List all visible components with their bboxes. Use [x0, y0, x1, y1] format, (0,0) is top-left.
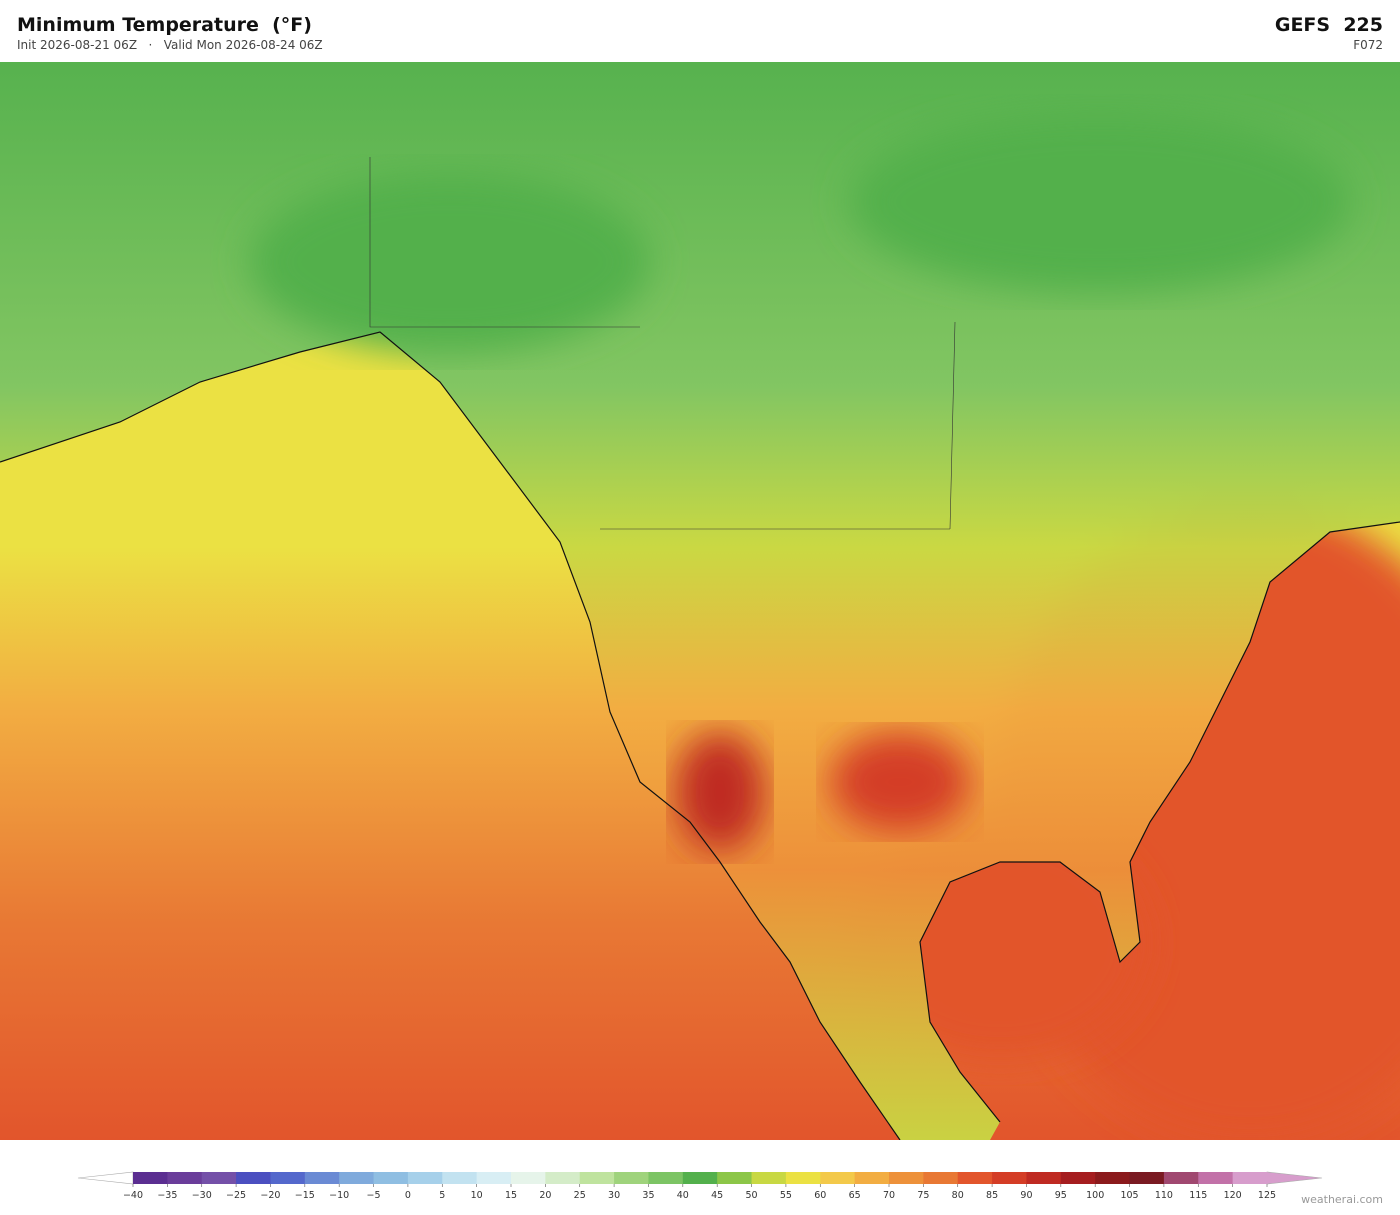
warm-spot [830, 732, 970, 832]
colorbar-tick-label: 10 [471, 1190, 483, 1201]
colorbar-tick-label: 100 [1086, 1190, 1104, 1201]
map-title: Minimum Temperature (°F) [17, 14, 312, 36]
colorbar-tick-label: 20 [539, 1190, 551, 1201]
colorbar-bin [1232, 1172, 1268, 1184]
colorbar-bin [1198, 1172, 1234, 1184]
colorbar-tick-label: 120 [1224, 1190, 1242, 1201]
coastline [919, 521, 1400, 1123]
colorbar-under [77, 1171, 134, 1185]
colorbar-bin [992, 1172, 1027, 1184]
colorbar-tick-label: 70 [883, 1190, 895, 1201]
colorbar-tick-label: 90 [1020, 1190, 1032, 1201]
colorbar-tick-label: −20 [260, 1190, 280, 1201]
colorbar-bin [579, 1172, 615, 1184]
colorbar-bin [717, 1172, 753, 1184]
colorbar-tick-label: 35 [642, 1190, 654, 1201]
colorbar-tick-label: 15 [505, 1190, 517, 1201]
forecast-hour: F072 [1353, 38, 1383, 52]
map-subtitle: Init 2026-08-21 06Z · Valid Mon 2026-08-… [17, 38, 323, 52]
border [369, 157, 956, 530]
colorbar-bin [133, 1172, 168, 1184]
colorbar-bin [304, 1172, 340, 1184]
colorbar-bin [889, 1172, 924, 1184]
colorbar-tick-label: 50 [745, 1190, 757, 1201]
colorbar-tick-label: 80 [952, 1190, 964, 1201]
colorbar-bin [339, 1172, 375, 1184]
colorbar-bin [511, 1172, 546, 1184]
colorbar-tick-label: 115 [1189, 1190, 1207, 1201]
colorbar-tick-label: 85 [986, 1190, 998, 1201]
colorbar-bin [1095, 1172, 1131, 1184]
warm-spot [675, 732, 765, 852]
colorbar-bin [1163, 1172, 1199, 1184]
colorbar-tick-label: 105 [1120, 1190, 1138, 1201]
colorbar-tick-label: 110 [1155, 1190, 1173, 1201]
colorbar-tick-label: 125 [1258, 1190, 1276, 1201]
colorbar-tick-label: 40 [677, 1190, 689, 1201]
colorbar-tick-label: −5 [367, 1190, 381, 1201]
colorbar-bin [545, 1172, 581, 1184]
colorbar-tick-label: 30 [608, 1190, 620, 1201]
colorbar-tick-label: 65 [849, 1190, 861, 1201]
colorbar-bin [751, 1172, 787, 1184]
colorbar-bin [201, 1172, 237, 1184]
colorbar-bin [1026, 1172, 1062, 1184]
colorbar-bin [236, 1172, 271, 1184]
colorbar-tick-label: 45 [711, 1190, 723, 1201]
colorbar-tick-label: −10 [329, 1190, 349, 1201]
colorbar-bin [1129, 1172, 1165, 1184]
colorbar-bin [373, 1172, 409, 1184]
map [0, 62, 1400, 1140]
colorbar-bin [854, 1172, 890, 1184]
colorbar-tick-label: 0 [405, 1190, 411, 1201]
colorbar-bin [270, 1172, 306, 1184]
colorbar-tick-label: 75 [917, 1190, 929, 1201]
colorbar-bin [648, 1172, 684, 1184]
colorbar-tick-label: −40 [123, 1190, 143, 1201]
colorbar: −40 −35 −30 −25 −20 −15 −10 −5 0 5 10 15 20 25 30 35 40 4… [77, 1171, 1323, 1201]
colorbar-tick-label: −35 [157, 1190, 177, 1201]
colorbar-bin [785, 1172, 821, 1184]
colorbar-tick-label: −30 [192, 1190, 212, 1201]
colorbar-bin [476, 1172, 512, 1184]
colorbar-tick-label: 55 [780, 1190, 792, 1201]
colorbar-bin [1060, 1172, 1096, 1184]
colorbar-bin [820, 1172, 856, 1184]
cool-spot [850, 112, 1350, 292]
colorbar-over [1266, 1171, 1323, 1185]
colorbar-bin [407, 1172, 443, 1184]
colorbar-tick-label: 95 [1055, 1190, 1067, 1201]
colorbar-tick-label: −25 [226, 1190, 246, 1201]
model-name: GEFS 225 [1274, 14, 1383, 36]
colorbar-bin [923, 1172, 959, 1184]
colorbar-tick-label: 5 [439, 1190, 445, 1201]
colorbar-tick-label: 25 [574, 1190, 586, 1201]
watermark: weatherai.com [1301, 1193, 1383, 1206]
colorbar-bin [682, 1172, 718, 1184]
coastline [0, 331, 901, 1140]
colorbar-bin [957, 1172, 993, 1184]
colorbar-bin [167, 1172, 203, 1184]
cool-spot [250, 172, 650, 352]
colorbar-bin [614, 1172, 649, 1184]
colorbar-tick-label: 60 [814, 1190, 826, 1201]
colorbar-bin [442, 1172, 478, 1184]
colorbar-tick-label: −15 [295, 1190, 315, 1201]
